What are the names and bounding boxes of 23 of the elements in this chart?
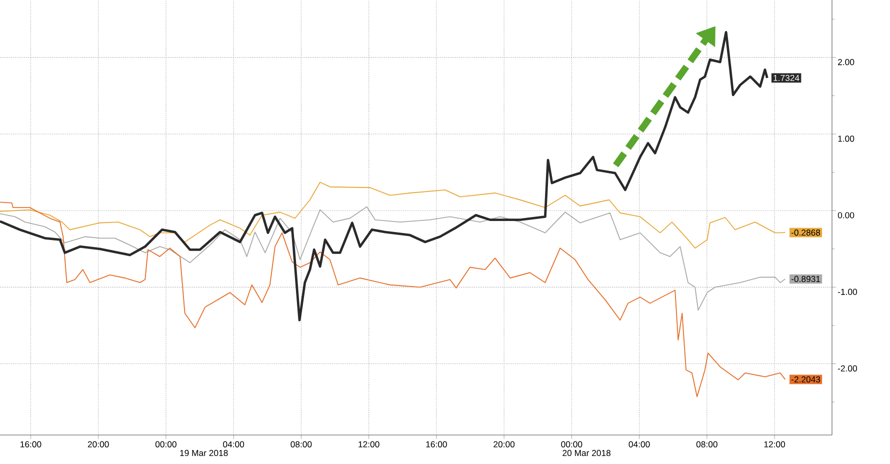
x-tick-label: 16:00: [426, 441, 447, 448]
y-tick-label: -1.00: [838, 288, 858, 295]
x-tick-label: 08:00: [696, 441, 718, 448]
x-tick-label: 08:00: [290, 441, 312, 448]
text: 20 Mar 2018: [562, 450, 610, 456]
data-label: -0.8931: [791, 276, 820, 282]
y-tick-label: 0.00: [838, 212, 854, 218]
data-label: -2.2043: [791, 376, 820, 382]
x-tick-label: 12:00: [764, 441, 786, 448]
x-tick-label: 00:00: [561, 441, 582, 448]
y-tick-label: 2.00: [838, 59, 854, 66]
x-tick-label: 04:00: [223, 441, 244, 448]
text: 19 Mar 2018: [180, 450, 228, 456]
y-tick-label: 1.00: [838, 136, 854, 142]
y-tick-label: -2.00: [838, 365, 858, 372]
x-tick-label: 00:00: [155, 441, 176, 448]
x-tick-label: 04:00: [628, 441, 650, 448]
x-tick-label: 20:00: [88, 441, 109, 448]
data-label: 1.7324: [774, 74, 800, 81]
data-label: -0.2868: [791, 230, 820, 236]
x-tick-label: 16:00: [20, 441, 42, 448]
x-tick-label: 20:00: [494, 441, 515, 448]
x-tick-label: 12:00: [358, 441, 380, 448]
